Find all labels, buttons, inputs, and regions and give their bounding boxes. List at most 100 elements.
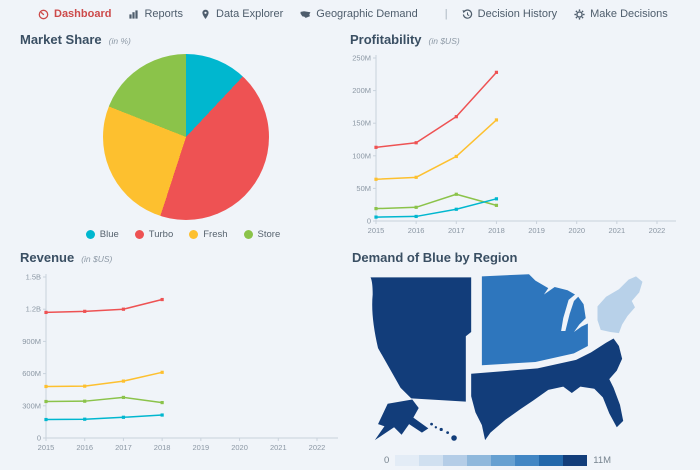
nav-item-label: Decision History [477,8,558,20]
legend-label: Turbo [148,229,174,240]
y-tick-label: 600M [22,369,41,378]
nav-item-reports[interactable]: Reports [128,8,183,20]
legend-item-fresh[interactable]: Fresh [189,229,228,240]
data-point-store [454,192,458,196]
series-line-turbo [45,298,163,314]
history-icon [462,8,473,20]
data-point-turbo [414,141,418,145]
x-tick-label: 2021 [609,226,626,235]
revenue-panel: Revenue (in $US) 0 300M 600M 900M 1.2B 1.5B 20… [20,250,342,465]
nav-item-data-explorer[interactable]: Data Explorer [200,8,283,20]
x-tick-label: 2018 [488,226,505,235]
scale-gradient-bar [395,455,588,466]
x-tick-label: 2022 [309,443,326,452]
x-tick-label: 2019 [193,443,210,452]
legend-dot [189,230,199,239]
data-point-store [160,400,164,405]
x-tick-label: 2015 [368,226,385,235]
nav-item-decision-history[interactable]: Decision History [462,8,557,20]
legend-label: Fresh [203,229,228,240]
nav-item-label: Reports [144,8,183,20]
scale-swatch [515,455,540,466]
y-tick-label: 200M [352,86,371,95]
x-tick-label: 2020 [231,443,248,452]
legend-dot [243,230,253,239]
map-region-west[interactable] [370,277,472,402]
nav-item-make-decisions[interactable]: Make Decisions [574,8,668,20]
series-line-store [45,396,163,404]
data-point-blue [414,214,418,219]
map-region-south[interactable] [471,338,624,441]
data-point-fresh [494,118,499,122]
legend-dot [134,230,144,239]
data-point-store [121,395,126,400]
legend-item-store[interactable]: Store [243,229,281,240]
nav-item-geographic-demand[interactable]: Geographic Demand [300,8,418,20]
scale-swatch [467,455,492,466]
y-tick-label: 0 [37,434,41,443]
data-point-fresh [83,384,87,388]
panel-subtitle: (in %) [108,36,131,46]
data-point-fresh [160,370,164,374]
gear-icon [574,8,585,20]
scale-swatch [491,455,516,466]
data-point-turbo [160,297,164,302]
top-nav: Dashboard Reports Data Explorer Geograph… [0,0,700,28]
y-tick-label: 0 [367,217,371,226]
panel-subtitle: (in $US) [428,36,460,46]
panel-title: Market Share [20,32,102,47]
panel-subtitle: (in $US) [81,254,113,264]
legend-item-blue[interactable]: Blue [85,229,119,240]
market-share-panel: Market Share (in %) Blue Turbo Fresh Store [20,32,340,244]
data-point-fresh [414,175,418,179]
series-line-blue [45,414,163,421]
data-point-store [374,207,378,211]
data-point-turbo [374,145,378,149]
data-point-blue [374,215,378,219]
data-point-store [494,203,499,207]
data-point-blue [83,417,87,421]
x-tick-label: 2017 [115,443,132,452]
data-point-store [414,205,418,209]
y-tick-label: 250M [352,54,371,63]
x-tick-label: 2021 [270,443,287,452]
data-point-blue [454,207,458,211]
bar-chart-icon [128,9,139,20]
legend-label: Store [257,229,281,240]
x-tick-label: 2016 [408,226,425,235]
x-tick-label: 2022 [649,226,666,235]
map-region-alaska[interactable] [374,399,429,441]
scale-swatch [419,455,444,466]
market-share-pie-chart [103,54,269,220]
profitability-panel: Profitability (in $US) 0 50M 100M 150M 200M 2… [350,32,695,244]
map-region-hawaii[interactable] [430,422,457,441]
scale-swatch [395,455,420,466]
data-point-blue [121,415,126,419]
pie-legend: Blue Turbo Fresh Store [85,229,281,240]
us-choropleth-map [370,274,643,441]
data-point-turbo [83,309,87,313]
scale-max-label: 11M [593,455,612,466]
x-tick-label: 2017 [448,226,465,235]
series-line-blue [375,198,497,218]
map-region-midwest[interactable] [481,274,588,366]
nav-item-label: Make Decisions [590,8,668,20]
legend-label: Blue [99,229,119,240]
data-point-turbo [44,310,48,315]
y-tick-label: 1.2B [26,305,41,314]
nav-item-dashboard[interactable]: Dashboard [38,8,111,20]
scale-swatch [539,455,564,466]
legend-item-turbo[interactable]: Turbo [134,229,174,240]
x-tick-label: 2018 [154,443,171,452]
data-point-turbo [454,115,458,119]
legend-dot [85,230,95,239]
demand-map-panel: Demand of Blue by Region 0 11M [352,250,697,466]
nav-item-label: Data Explorer [216,8,284,20]
data-point-turbo [494,70,499,74]
x-tick-label: 2015 [38,443,55,452]
nav-item-label: Geographic Demand [316,8,418,20]
scale-min-label: 0 [384,455,390,466]
data-point-store [44,399,48,404]
map-region-northeast[interactable] [597,276,643,334]
data-point-fresh [121,379,126,383]
